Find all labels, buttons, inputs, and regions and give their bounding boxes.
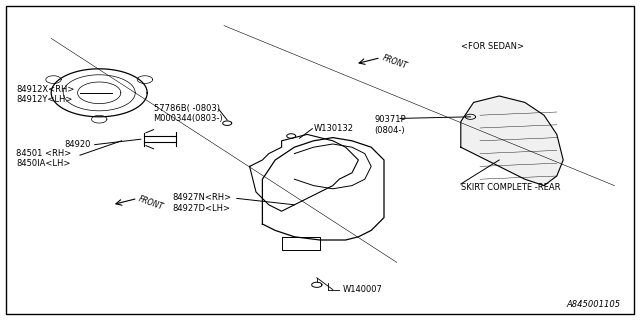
Text: 90371P
(0804-): 90371P (0804-) [374, 115, 406, 134]
Text: <FOR SEDAN>: <FOR SEDAN> [461, 42, 524, 51]
Text: 84927N<RH>
84927D<LH>: 84927N<RH> 84927D<LH> [173, 194, 232, 213]
Text: SKIRT COMPLETE -REAR: SKIRT COMPLETE -REAR [461, 183, 560, 192]
Text: 84501 <RH>
8450IA<LH>: 84501 <RH> 8450IA<LH> [16, 149, 71, 168]
Text: 84912X<RH>
84912Y<LH>: 84912X<RH> 84912Y<LH> [16, 85, 74, 104]
Text: 84920: 84920 [64, 140, 90, 149]
Text: 57786B( -0803)
M000344(0803-): 57786B( -0803) M000344(0803-) [154, 104, 223, 123]
Polygon shape [461, 96, 563, 186]
Text: W140007: W140007 [342, 285, 382, 294]
Text: FRONT: FRONT [138, 195, 165, 212]
Text: FRONT: FRONT [381, 54, 408, 71]
Text: W130132: W130132 [314, 124, 354, 133]
Text: A845001105: A845001105 [566, 300, 621, 309]
